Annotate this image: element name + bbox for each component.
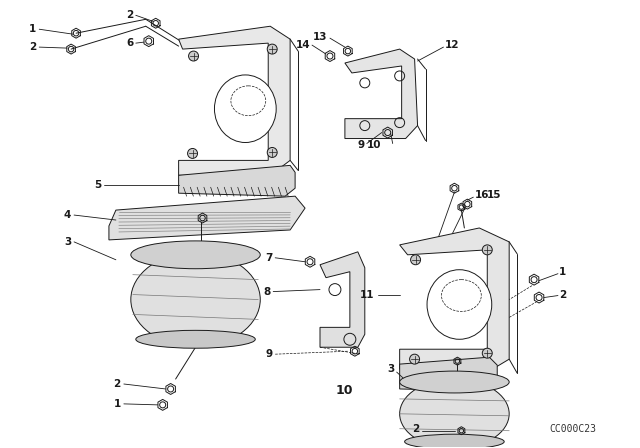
Ellipse shape — [427, 270, 492, 339]
Text: 11: 11 — [360, 289, 375, 300]
Polygon shape — [399, 357, 497, 391]
Text: 15: 15 — [487, 190, 502, 200]
Text: 2: 2 — [412, 424, 420, 434]
Polygon shape — [399, 228, 509, 371]
Text: 4: 4 — [64, 210, 71, 220]
Text: 3: 3 — [387, 364, 395, 374]
Text: 7: 7 — [265, 253, 272, 263]
Text: 6: 6 — [127, 38, 134, 48]
Text: 8: 8 — [263, 287, 270, 297]
Ellipse shape — [404, 434, 504, 448]
Ellipse shape — [131, 252, 260, 347]
Text: 1: 1 — [114, 399, 121, 409]
Text: 3: 3 — [64, 237, 71, 247]
Text: CC000C23: CC000C23 — [550, 424, 596, 434]
Ellipse shape — [214, 75, 276, 142]
Ellipse shape — [399, 371, 509, 393]
Polygon shape — [179, 26, 290, 175]
Text: 1: 1 — [29, 24, 36, 34]
Circle shape — [483, 245, 492, 255]
Text: 9: 9 — [358, 141, 365, 151]
Circle shape — [411, 255, 420, 265]
Text: 16: 16 — [474, 190, 489, 200]
Text: 2: 2 — [559, 289, 566, 300]
Text: 12: 12 — [444, 40, 459, 50]
Circle shape — [189, 51, 198, 61]
Polygon shape — [109, 196, 305, 240]
Polygon shape — [345, 49, 417, 138]
Text: 1: 1 — [559, 267, 566, 277]
Text: 10: 10 — [367, 141, 381, 151]
Text: 2: 2 — [29, 42, 36, 52]
Circle shape — [268, 44, 277, 54]
Text: 5: 5 — [93, 180, 101, 190]
Text: 2: 2 — [114, 379, 121, 389]
Ellipse shape — [131, 241, 260, 269]
Polygon shape — [179, 165, 295, 196]
Ellipse shape — [136, 330, 255, 348]
Text: 2: 2 — [127, 10, 134, 20]
Text: 14: 14 — [296, 40, 310, 50]
Polygon shape — [320, 252, 365, 347]
Text: 13: 13 — [312, 32, 327, 42]
Circle shape — [268, 147, 277, 157]
Circle shape — [410, 354, 420, 364]
Ellipse shape — [399, 379, 509, 448]
Circle shape — [188, 148, 198, 159]
Text: 9: 9 — [265, 349, 272, 359]
Circle shape — [483, 348, 492, 358]
Text: 10: 10 — [335, 384, 353, 397]
